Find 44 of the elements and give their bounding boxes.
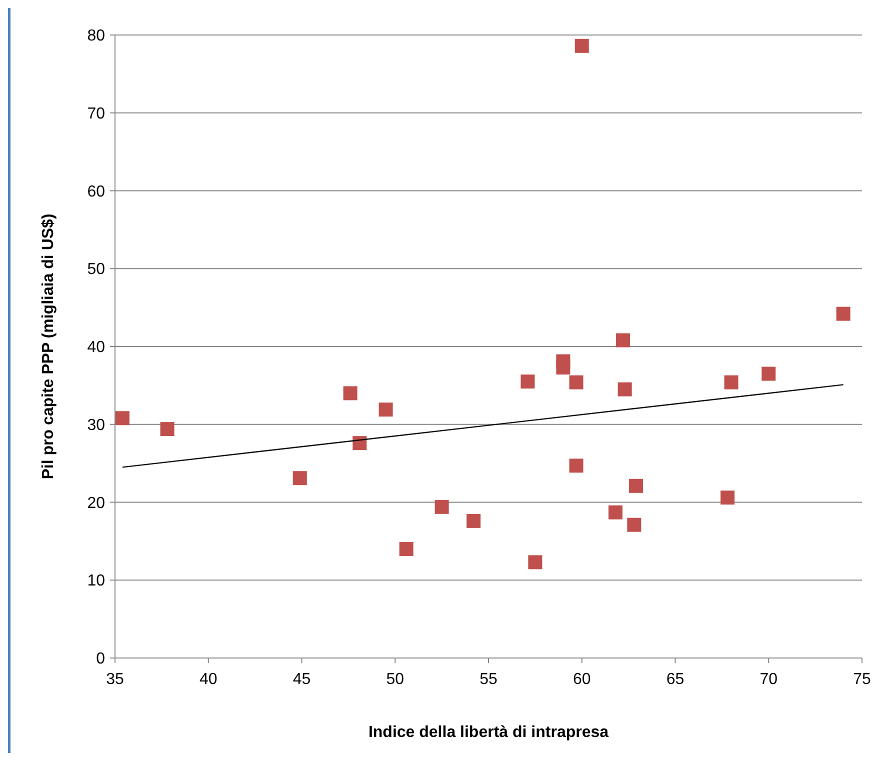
point <box>399 542 414 556</box>
point <box>569 458 584 473</box>
x-tick-label: 40 <box>199 671 218 688</box>
point <box>528 555 542 570</box>
y-tick-label: 40 <box>87 339 106 356</box>
y-tick-label: 70 <box>87 105 106 122</box>
x-tick-label: 55 <box>480 671 498 688</box>
point <box>629 478 644 493</box>
point <box>160 422 174 436</box>
point <box>616 333 630 348</box>
point <box>608 505 622 520</box>
point <box>569 375 584 390</box>
point <box>762 366 776 381</box>
point <box>520 374 535 389</box>
point <box>720 490 735 505</box>
x-tick-label: 70 <box>760 671 778 688</box>
point <box>434 500 449 514</box>
point <box>352 436 367 450</box>
point <box>343 386 358 400</box>
point <box>466 514 481 528</box>
y-tick-label: 80 <box>87 28 106 45</box>
point <box>115 411 130 426</box>
y-tick-label: 20 <box>87 494 106 512</box>
x-axis-title: Indice della libertà di intrapresa <box>368 724 609 741</box>
y-tick-label: 50 <box>87 261 106 278</box>
x-tick-label: 45 <box>292 671 311 688</box>
y-tick-label: 30 <box>87 416 106 434</box>
x-tick-label: 75 <box>853 671 871 688</box>
point <box>627 518 642 532</box>
y-tick-label: 60 <box>87 183 106 200</box>
point <box>556 360 570 375</box>
y-axis-title: Pil pro capite PPP (migliaia di US$) <box>40 214 57 480</box>
point <box>292 471 307 486</box>
point <box>724 375 738 390</box>
point <box>378 402 393 417</box>
y-tick-label: 0 <box>96 650 106 668</box>
point <box>618 382 632 396</box>
point <box>836 306 850 321</box>
x-tick-label: 65 <box>666 671 684 688</box>
x-tick-label: 50 <box>386 671 404 688</box>
x-tick-label: 35 <box>106 671 124 688</box>
point <box>574 38 589 53</box>
x-tick-label: 60 <box>572 671 591 688</box>
y-tick-label: 10 <box>87 572 106 590</box>
